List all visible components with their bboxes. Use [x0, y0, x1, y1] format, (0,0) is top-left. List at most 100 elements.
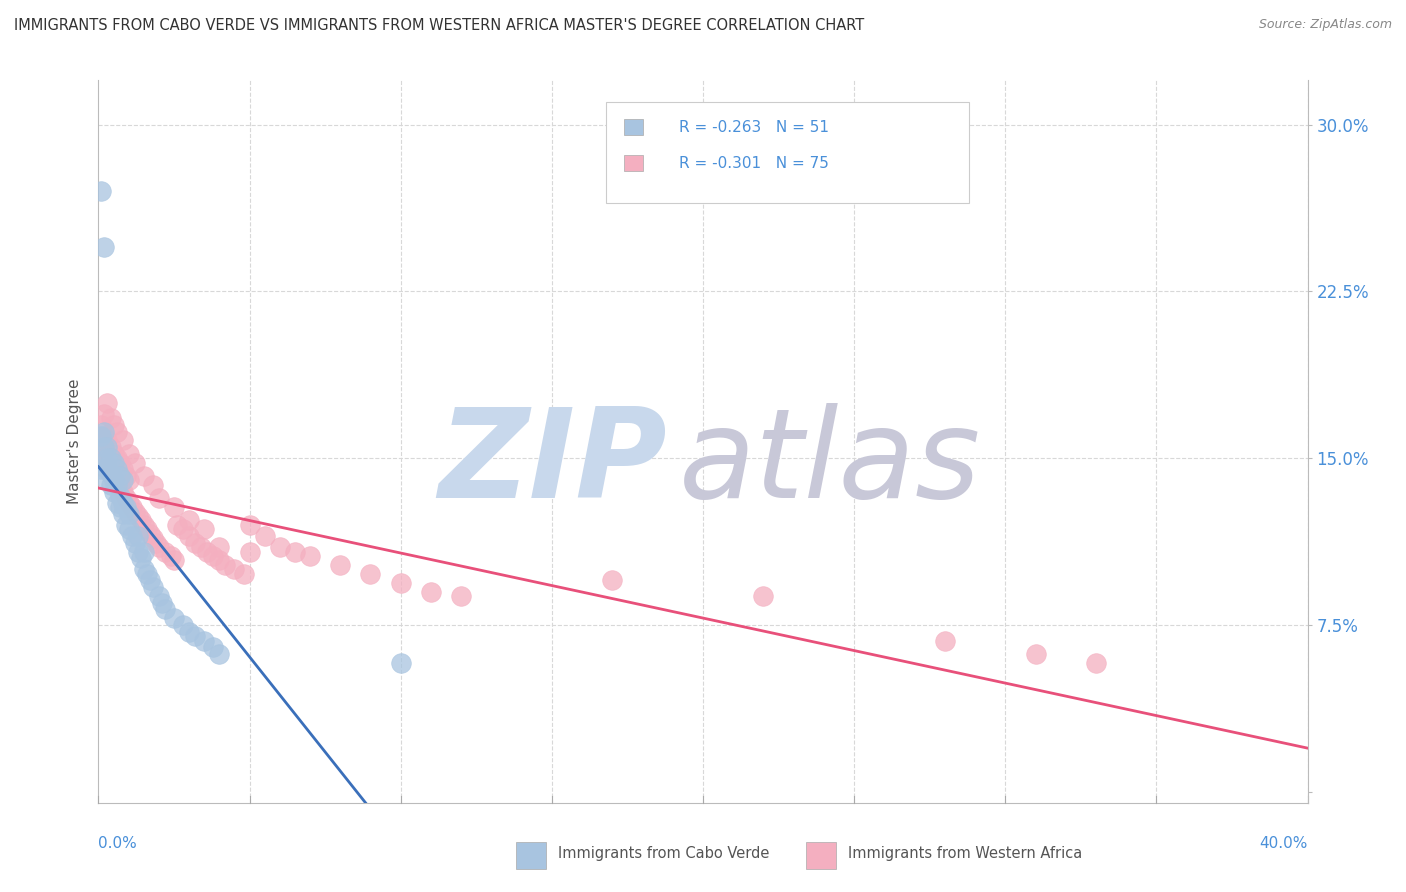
Point [166, 517, 188, 532]
Point [96, 434, 118, 448]
FancyBboxPatch shape [606, 102, 969, 203]
Text: atlas: atlas [679, 402, 981, 524]
Text: IMMIGRANTS FROM CABO VERDE VS IMMIGRANTS FROM WESTERN AFRICA MASTER'S DEGREE COR: IMMIGRANTS FROM CABO VERDE VS IMMIGRANTS… [14, 18, 865, 33]
Point [96, 440, 118, 454]
Point [142, 580, 165, 594]
Point [208, 647, 231, 661]
Point [153, 544, 176, 558]
Text: Immigrants from Cabo Verde: Immigrants from Cabo Verde [558, 846, 769, 861]
Text: Immigrants from Western Africa: Immigrants from Western Africa [848, 846, 1083, 861]
Point [160, 549, 183, 563]
Point [105, 496, 128, 510]
Point [100, 411, 122, 425]
FancyBboxPatch shape [516, 842, 546, 870]
Point [239, 517, 262, 532]
Point [145, 535, 167, 549]
Point [93, 429, 115, 443]
Point [105, 451, 128, 466]
Point [108, 469, 131, 483]
FancyBboxPatch shape [624, 120, 643, 136]
Point [132, 562, 155, 576]
Point [132, 517, 155, 532]
Point [105, 425, 128, 439]
Point [100, 467, 122, 481]
Point [184, 629, 207, 643]
Point [103, 417, 125, 432]
Point [111, 474, 134, 488]
Point [90, 417, 112, 432]
Point [142, 531, 165, 545]
Text: 40.0%: 40.0% [1260, 836, 1308, 851]
Point [105, 474, 128, 488]
Point [118, 496, 141, 510]
Point [179, 513, 201, 527]
Point [129, 513, 152, 527]
Point [208, 540, 231, 554]
Point [93, 240, 115, 254]
Text: 0.0%: 0.0% [98, 836, 138, 851]
Point [127, 529, 149, 543]
Point [163, 500, 186, 515]
Point [150, 596, 173, 610]
Point [602, 574, 624, 588]
Point [93, 407, 115, 421]
Point [934, 633, 956, 648]
Point [114, 500, 136, 515]
Point [132, 544, 155, 558]
Point [118, 522, 141, 536]
Point [108, 456, 131, 470]
Point [96, 462, 118, 476]
Point [100, 478, 122, 492]
Point [153, 602, 176, 616]
Point [111, 462, 134, 476]
Point [100, 440, 122, 454]
Point [127, 508, 149, 523]
Point [103, 474, 125, 488]
Point [103, 456, 125, 470]
Point [90, 462, 112, 476]
Point [148, 589, 170, 603]
Point [93, 425, 115, 439]
Point [96, 395, 118, 409]
Point [105, 478, 128, 492]
Point [118, 447, 141, 461]
Point [111, 507, 134, 521]
Point [208, 553, 231, 567]
Point [135, 566, 157, 581]
Point [142, 478, 165, 492]
Text: ZIP: ZIP [439, 402, 666, 524]
Point [105, 462, 128, 476]
Point [96, 451, 118, 466]
Point [360, 566, 382, 581]
Point [100, 451, 122, 466]
Y-axis label: Master's Degree: Master's Degree [67, 379, 83, 504]
Point [135, 522, 157, 536]
Point [114, 491, 136, 506]
Point [284, 544, 307, 558]
Point [103, 484, 125, 499]
Point [93, 456, 115, 470]
Point [90, 185, 112, 199]
Point [239, 544, 262, 558]
Point [103, 447, 125, 461]
Text: R = -0.263   N = 51: R = -0.263 N = 51 [679, 120, 828, 135]
Point [172, 522, 194, 536]
Point [100, 462, 122, 476]
Point [129, 551, 152, 566]
Point [139, 526, 162, 541]
Point [1024, 647, 1046, 661]
Point [214, 558, 236, 572]
Point [111, 496, 134, 510]
Point [450, 589, 472, 603]
Point [389, 656, 412, 670]
Point [163, 611, 186, 625]
Point [124, 535, 146, 549]
Point [148, 540, 170, 554]
Point [111, 434, 134, 448]
Point [190, 540, 212, 554]
Point [108, 478, 131, 492]
Point [179, 624, 201, 639]
Point [103, 467, 125, 481]
Point [329, 558, 352, 572]
Point [232, 566, 254, 581]
